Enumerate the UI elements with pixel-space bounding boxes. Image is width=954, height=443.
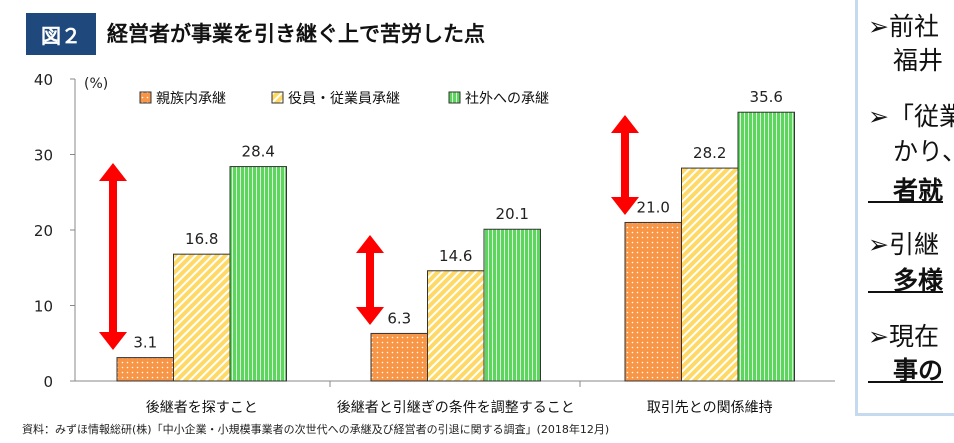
- panel-line: 事の: [868, 356, 944, 385]
- legend-swatch: [271, 91, 284, 104]
- data-label: 14.6: [439, 247, 472, 265]
- data-label: 3.1: [133, 334, 157, 352]
- data-label: 20.1: [496, 205, 529, 223]
- data-label: 35.6: [750, 88, 783, 106]
- panel-line: ➢「従業: [868, 102, 954, 131]
- bar: [229, 166, 287, 382]
- panel-line: かり、: [893, 137, 954, 166]
- bar-chart: 0 10 20 30 40 (%) 後継者を探すこと 3.1 16.8 28.4 後継者と引継ぎの条…: [34, 71, 835, 416]
- panel-line: 者就: [868, 176, 944, 205]
- bar: [483, 228, 541, 382]
- legend-swatch: [448, 91, 461, 104]
- bar: [681, 167, 739, 382]
- category-label: 後継者を探すこと: [146, 400, 258, 416]
- legend-swatch: [139, 91, 152, 104]
- panel-line: 福井: [868, 46, 944, 75]
- figure-label: 図２: [26, 13, 96, 55]
- y-tick-label: 30: [34, 147, 53, 165]
- data-label: 28.2: [693, 144, 726, 162]
- bar: [173, 253, 231, 382]
- bar: [737, 111, 795, 382]
- y-tick-label: 40: [34, 71, 53, 89]
- side-panel: ➢前社 福井 ➢「従業 かり、 者就 ➢引継 多様 ➢現在 事の: [855, 0, 954, 416]
- panel-line: ➢現在: [868, 322, 939, 351]
- data-label: 6.3: [387, 309, 411, 327]
- bar: [427, 270, 485, 382]
- y-tick-label: 10: [34, 298, 53, 316]
- double-arrow-icon: [99, 163, 127, 350]
- legend-label: 社外への承継: [465, 91, 549, 107]
- y-axis-unit: (%): [84, 76, 108, 92]
- panel-line: ➢引継: [868, 230, 939, 259]
- legend-label: 役員・従業員承継: [288, 91, 400, 107]
- data-label: 16.8: [185, 230, 218, 248]
- legend-label: 親族内承継: [156, 91, 226, 107]
- bar: [116, 357, 174, 382]
- double-arrow-icon: [611, 115, 639, 215]
- data-label: 21.0: [637, 198, 670, 216]
- source-note: 資料：みずほ情報総研(株)「中小企業・小規模事業者の次世代への承継及び経営者の引…: [22, 423, 610, 436]
- category-label: 取引先との関係維持: [647, 400, 773, 416]
- bar: [624, 221, 682, 382]
- double-arrow-icon: [356, 235, 384, 325]
- category-label: 後継者と引継ぎの条件を調整すること: [337, 399, 575, 416]
- y-tick-label: 20: [34, 222, 53, 240]
- bar: [370, 332, 428, 382]
- data-label: 28.4: [242, 143, 275, 161]
- y-tick-label: 0: [43, 373, 53, 391]
- panel-line: 多様: [868, 266, 944, 295]
- panel-line: ➢前社: [868, 12, 939, 41]
- chart-title: 経営者が事業を引き継ぐ上で苦労した点: [107, 22, 485, 46]
